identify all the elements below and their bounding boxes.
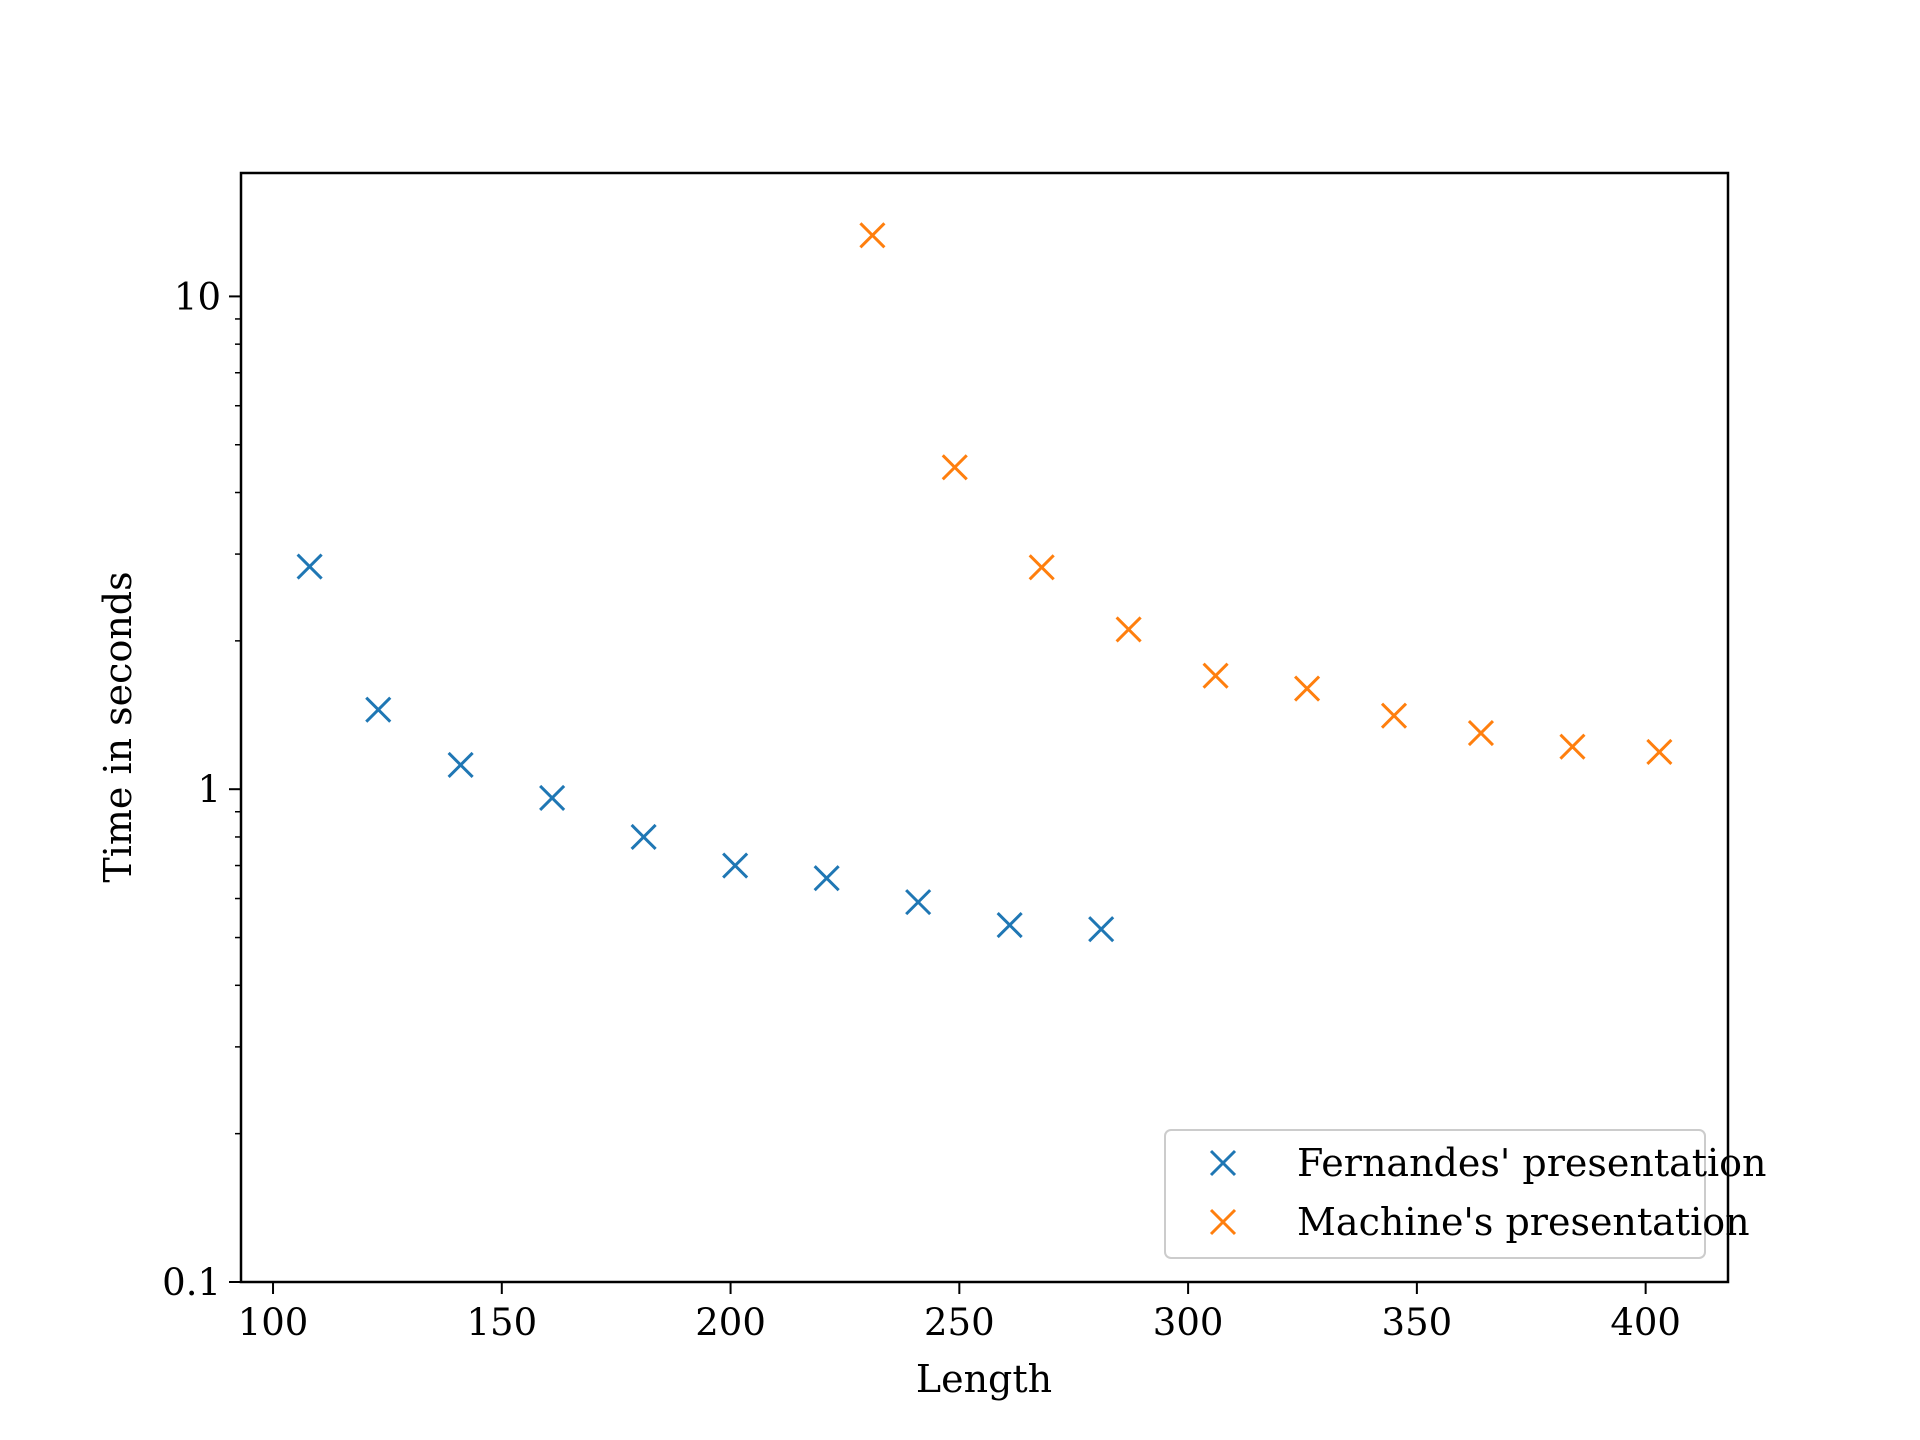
data-point: [1202, 662, 1229, 689]
legend-marker: [1209, 1208, 1237, 1236]
plot-area: [241, 173, 1728, 1282]
data-point: [1088, 916, 1115, 943]
legend-label: Fernandes' presentation: [1297, 1141, 1767, 1185]
y-tick-label: 10: [174, 275, 221, 318]
data-point: [1467, 719, 1494, 747]
x-tick-label: 200: [695, 1301, 766, 1344]
x-tick-label: 350: [1382, 1301, 1453, 1344]
x-tick-label: 150: [466, 1301, 537, 1344]
x-tick-label: 100: [238, 1301, 309, 1344]
legend-item: Fernandes' presentation: [1209, 1141, 1767, 1185]
data-point: [905, 889, 932, 916]
data-point: [296, 553, 323, 580]
legend-label: Machine's presentation: [1297, 1200, 1750, 1244]
legend: Fernandes' presentation Machine's present…: [1164, 1129, 1767, 1259]
x-tick-label: 300: [1153, 1301, 1224, 1344]
data-point: [996, 912, 1023, 939]
y-tick-label: 0.1: [162, 1261, 221, 1304]
x-axis: 100 150 200 250 300 350 400: [238, 1282, 1681, 1344]
y-tick-label: 1: [197, 768, 221, 811]
data-point: [722, 852, 749, 879]
x-tick-label: 250: [924, 1301, 995, 1344]
data-point: [630, 823, 657, 851]
series-0: [296, 553, 1115, 943]
data-point: [1380, 702, 1408, 729]
plot-frame: [239, 171, 1730, 1284]
y-axis-label: Time in seconds: [96, 571, 140, 882]
data-point: [1115, 616, 1142, 643]
data-point: [1646, 738, 1673, 766]
data-point: [859, 222, 886, 249]
data-point: [365, 696, 392, 723]
series-1: [859, 222, 1673, 766]
data-point: [1294, 675, 1321, 702]
legend-box: [1164, 1129, 1706, 1259]
data-point: [1559, 733, 1586, 760]
legend-marker: [1209, 1149, 1237, 1177]
data-point: [941, 454, 968, 481]
data-points: [296, 222, 1673, 943]
data-point: [1028, 554, 1055, 581]
data-point: [539, 784, 566, 812]
legend-item: Machine's presentation: [1209, 1200, 1750, 1244]
y-axis: 0.1 1 10: [162, 275, 241, 1304]
x-tick-label: 400: [1610, 1301, 1681, 1344]
data-point: [447, 751, 474, 779]
x-axis-label: Length: [916, 1357, 1052, 1401]
data-point: [813, 865, 840, 892]
